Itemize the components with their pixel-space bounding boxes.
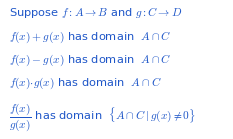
Text: Suppose $f : A \rightarrow B$ and $g : C \rightarrow D$: Suppose $f : A \rightarrow B$ and $g : C… bbox=[9, 5, 183, 20]
Text: $f(x) + g(x)$ has domain  $A \cap C$: $f(x) + g(x)$ has domain $A \cap C$ bbox=[9, 30, 172, 45]
Text: $f(x){\cdot}g(x)$ has domain  $A \cap C$: $f(x){\cdot}g(x)$ has domain $A \cap C$ bbox=[9, 76, 162, 91]
Text: $\dfrac{f(x)}{g(x)}$ has domain  $\{A \cap C \mid g(x) \neq 0\}$: $\dfrac{f(x)}{g(x)}$ has domain $\{A \ca… bbox=[9, 101, 196, 133]
Text: $f(x) - g(x)$ has domain  $A \cap C$: $f(x) - g(x)$ has domain $A \cap C$ bbox=[9, 53, 172, 68]
